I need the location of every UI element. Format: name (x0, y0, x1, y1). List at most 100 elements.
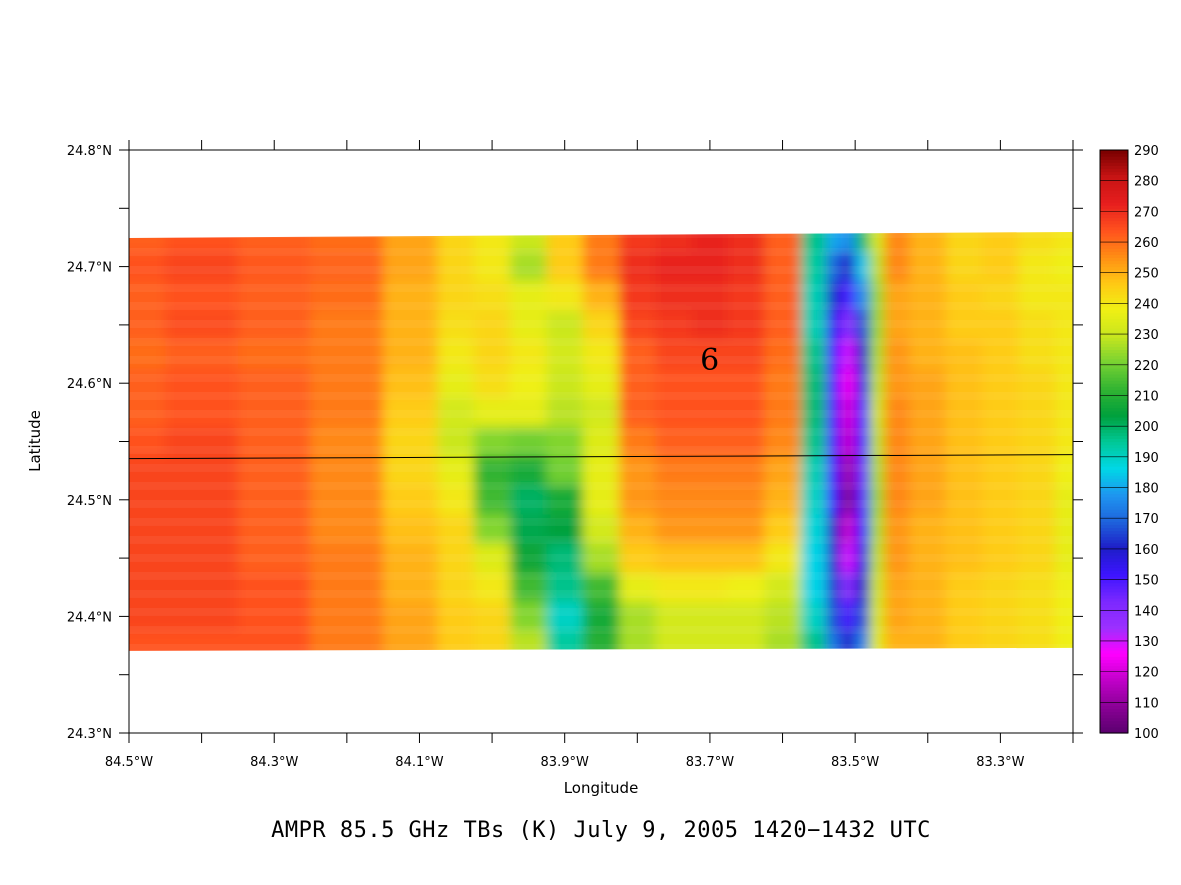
heatmap-cell (691, 310, 729, 341)
colorbar-segment (1100, 699, 1128, 703)
colorbar-segment (1100, 628, 1128, 633)
heatmap-cell (582, 231, 620, 253)
colorbar-segment (1100, 324, 1128, 329)
heatmap-cell (383, 601, 439, 632)
heatmap-cell (800, 601, 827, 632)
heatmap-cell (840, 456, 856, 487)
heatmap-cell (237, 601, 312, 632)
heatmap-cell (1018, 426, 1056, 457)
colorbar-segment (1100, 459, 1128, 464)
scan-stripe (129, 463, 1073, 472)
scan-stripe (129, 445, 1073, 454)
colorbar-segment (1100, 625, 1128, 630)
heatmap-cell (840, 514, 856, 545)
heatmap-cell (691, 456, 729, 487)
colorbar-segment (1100, 530, 1128, 535)
colorbar-segment (1100, 640, 1128, 645)
heatmap-cell (982, 572, 1020, 603)
colorbar-segment (1100, 662, 1128, 667)
colorbar-segment (1100, 723, 1128, 728)
heatmap-cell (237, 630, 312, 651)
heatmap-cell (437, 252, 475, 282)
colorbar-segment (1100, 183, 1128, 188)
colorbar-segment (1100, 180, 1128, 185)
colorbar-segment (1100, 613, 1128, 617)
heatmap-cell (909, 310, 947, 341)
heatmap-cell (728, 601, 766, 632)
colorbar-label: 140 (1134, 604, 1159, 619)
heatmap-cell (510, 630, 548, 651)
heatmap-cell (728, 281, 766, 312)
heatmap-cell (884, 514, 911, 545)
heatmap-cell (165, 426, 239, 457)
colorbar-segment (1100, 281, 1128, 286)
heatmap-cell (840, 281, 856, 312)
heatmap-cell (945, 572, 984, 603)
heatmap-cell (619, 601, 657, 632)
colorbar-segment (1100, 321, 1128, 326)
heatmap-cell (982, 281, 1020, 312)
y-tick-label: 24.6°N (67, 377, 112, 392)
heatmap-cell (655, 231, 693, 253)
colorbar-segment (1100, 266, 1128, 271)
heatmap-cell (237, 397, 312, 428)
heatmap-cell (165, 543, 239, 574)
colorbar-segment (1100, 211, 1128, 216)
heatmap-cell (310, 339, 384, 370)
heatmap-cell (826, 426, 842, 457)
colorbar-segment (1100, 512, 1128, 516)
heatmap-cell (582, 543, 620, 574)
heatmap-cell (855, 397, 871, 428)
colorbar-segment (1100, 686, 1128, 691)
heatmap-cell (855, 252, 871, 282)
colorbar-segment (1100, 668, 1128, 673)
heatmap-cell (582, 485, 620, 516)
heatmap-cell (869, 368, 885, 399)
heatmap-cell (691, 630, 729, 651)
heatmap-cell (945, 601, 984, 632)
heatmap-cell (1054, 310, 1073, 341)
heatmap-cell (383, 252, 439, 282)
heatmap-cell (855, 310, 871, 341)
heatmap-cell (237, 426, 312, 457)
heatmap-cell (764, 601, 802, 632)
heatmap-cell (510, 368, 548, 399)
heatmap-cell (619, 572, 657, 603)
heatmap-cell (691, 252, 729, 282)
heatmap-cell (764, 397, 802, 428)
heatmap-cell (826, 281, 842, 312)
heatmap-cell (728, 426, 766, 457)
colorbar-segment (1100, 364, 1128, 369)
colorbar-segment (1100, 389, 1128, 394)
colorbar-segment (1100, 416, 1128, 421)
heatmap-cell (510, 397, 548, 428)
heatmap-cell (945, 281, 984, 312)
scan-stripe (129, 373, 1073, 382)
heatmap-cell (909, 485, 947, 516)
colorbar-segment (1100, 656, 1128, 660)
heatmap-cell (473, 310, 512, 341)
heatmap-cell (619, 543, 657, 574)
colorbar-segment (1100, 585, 1128, 590)
colorbar-segment (1100, 729, 1128, 734)
colorbar-label: 180 (1134, 482, 1159, 497)
colorbar-segment (1100, 597, 1128, 602)
scan-stripe (129, 265, 1073, 274)
heatmap-cell (510, 426, 548, 457)
colorbar-segment (1100, 177, 1128, 182)
heatmap-cell (510, 543, 548, 574)
colorbar-segment (1100, 309, 1128, 314)
heatmap-cell (237, 368, 312, 399)
colorbar-segment (1100, 275, 1128, 280)
heatmap-cell (945, 310, 984, 341)
colorbar-segment (1100, 610, 1128, 614)
heatmap-cell (1018, 514, 1056, 545)
colorbar-segment (1100, 551, 1128, 556)
colorbar-segment (1100, 717, 1128, 722)
colorbar-segment (1100, 558, 1128, 562)
heatmap-cell (473, 281, 512, 312)
colorbar-segment (1100, 156, 1128, 160)
colorbar-segment (1100, 248, 1128, 252)
colorbar-segment (1100, 711, 1128, 716)
colorbar-segment (1100, 373, 1128, 378)
